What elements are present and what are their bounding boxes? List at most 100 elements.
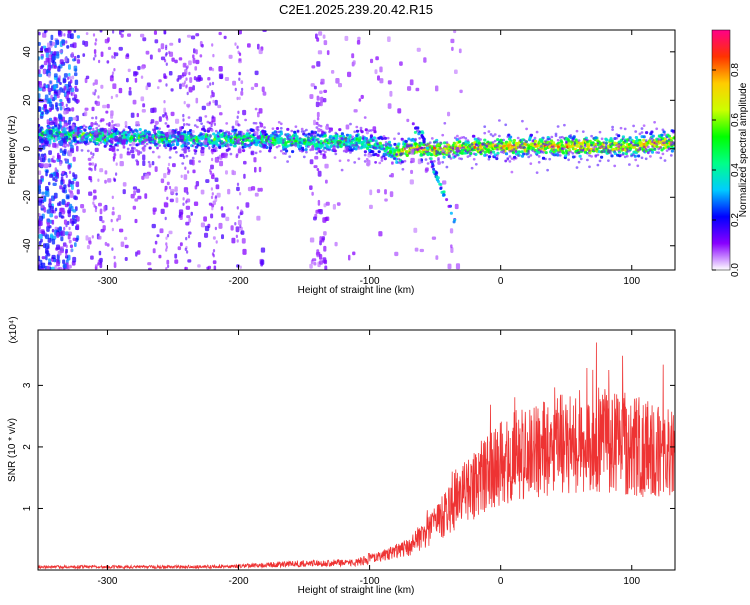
heatmap-cell (227, 131, 231, 134)
heatmap-cell (118, 134, 122, 137)
heatmap-cell (186, 91, 189, 96)
heatmap-cell (602, 150, 606, 153)
heatmap-cell (180, 131, 184, 135)
heatmap-cell (218, 146, 222, 149)
heatmap-cell (376, 136, 380, 140)
heatmap-cell (166, 259, 170, 265)
heatmap-cell (124, 257, 128, 261)
heatmap-cell (153, 30, 158, 35)
heatmap-cell (254, 131, 259, 136)
heatmap-cell (376, 153, 380, 157)
heatmap-cell (279, 132, 283, 136)
heatmap-cell (174, 253, 178, 259)
heatmap-cell (91, 156, 94, 159)
heatmap-cell (182, 155, 186, 160)
heatmap-cell (46, 253, 51, 257)
heatmap-cell (454, 69, 458, 75)
heatmap-cell (384, 144, 388, 147)
heatmap-cell (212, 138, 216, 142)
heatmap-cell (395, 146, 398, 150)
heatmap-cell (535, 153, 539, 157)
heatmap-cell (245, 202, 250, 208)
heatmap-cell (39, 83, 43, 89)
heatmap-cell (546, 143, 549, 147)
heatmap-cell (94, 54, 97, 58)
heatmap-cell (202, 147, 206, 150)
heatmap-cell (38, 179, 43, 185)
heatmap-cell (613, 152, 617, 155)
heatmap-cell (304, 148, 308, 152)
heatmap-cell (214, 195, 217, 199)
heatmap-cell (91, 116, 94, 120)
heatmap-cell (74, 79, 79, 86)
heatmap-cell (577, 160, 581, 164)
x-tick-label: -300 (97, 576, 117, 587)
heatmap-cell (71, 52, 74, 58)
heatmap-cell (115, 172, 118, 176)
heatmap-cell (44, 94, 49, 101)
heatmap-cell (269, 146, 273, 149)
heatmap-cell (338, 83, 343, 88)
heatmap-cell (70, 248, 73, 253)
heatmap-cell (117, 137, 123, 143)
heatmap-cell (57, 250, 62, 256)
heatmap-cell (491, 134, 495, 138)
heatmap-cell (374, 146, 377, 150)
heatmap-cell (179, 242, 183, 247)
heatmap-cell (393, 149, 397, 153)
heatmap-cell (47, 42, 51, 49)
heatmap-cell (195, 49, 198, 55)
heatmap-cell (239, 265, 242, 269)
heatmap-cell (164, 146, 168, 150)
heatmap-cell (328, 127, 333, 132)
heatmap-cell (622, 144, 626, 148)
heatmap-cell (141, 175, 145, 180)
heatmap-cell (273, 142, 277, 146)
heatmap-cell (554, 134, 558, 138)
heatmap-cell (234, 222, 237, 226)
heatmap-cell (147, 160, 151, 164)
heatmap-cell (115, 162, 118, 166)
heatmap-cell (60, 236, 64, 242)
heatmap-cell (137, 150, 141, 156)
heatmap-cell (254, 151, 258, 155)
heatmap-cell (235, 154, 239, 159)
heatmap-cell (324, 163, 329, 169)
heatmap-cell (141, 109, 146, 113)
heatmap-cell (424, 158, 428, 161)
heatmap-cell (535, 171, 539, 174)
heatmap-cell (114, 135, 119, 142)
heatmap-cell (298, 149, 302, 152)
heatmap-cell (162, 140, 166, 144)
heatmap-cell (54, 167, 58, 173)
heatmap-cell (180, 135, 185, 141)
heatmap-cell (193, 142, 197, 145)
heatmap-cell (363, 153, 367, 157)
heatmap-cell (426, 162, 430, 165)
heatmap-cell (62, 259, 66, 265)
spectrogram-frame (37, 29, 676, 271)
heatmap-cell (581, 149, 585, 152)
heatmap-cell (198, 116, 203, 123)
heatmap-cell (573, 155, 577, 159)
heatmap-cell (102, 225, 106, 231)
heatmap-cell (239, 52, 242, 57)
heatmap-cell (319, 124, 323, 128)
heatmap-cell (165, 242, 168, 246)
heatmap-cell (632, 139, 636, 143)
heatmap-cell (565, 141, 568, 144)
heatmap-cell (144, 173, 150, 179)
heatmap-cell (92, 127, 95, 132)
heatmap-cell (323, 134, 327, 138)
heatmap-cell (397, 108, 402, 114)
heatmap-cell (387, 80, 392, 85)
heatmap-cell (67, 150, 71, 156)
heatmap-cell (611, 125, 614, 129)
heatmap-cell (216, 131, 221, 135)
heatmap-cell (145, 50, 150, 55)
heatmap-cell (154, 240, 158, 245)
heatmap-cell (242, 132, 245, 136)
heatmap-cell (512, 148, 516, 151)
heatmap-cell (226, 143, 230, 148)
heatmap-cell (214, 99, 218, 106)
